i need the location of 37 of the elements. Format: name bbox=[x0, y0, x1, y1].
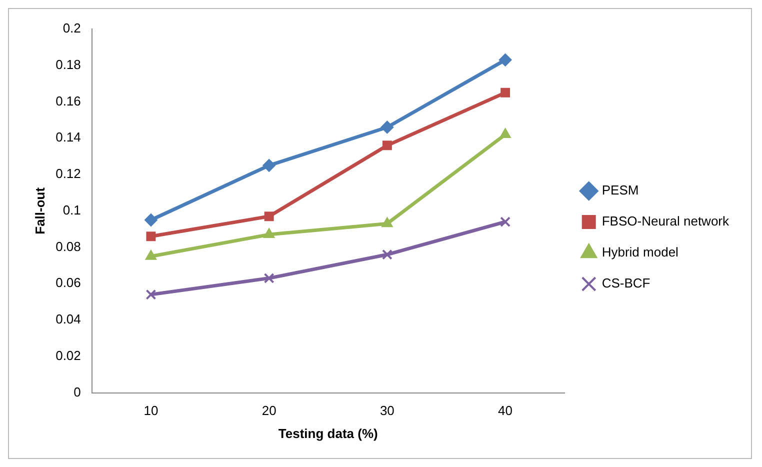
x-tick-label: 30 bbox=[380, 403, 394, 418]
point bbox=[500, 88, 510, 98]
point bbox=[380, 120, 394, 134]
y-tick-label: 0.06 bbox=[56, 275, 81, 290]
point bbox=[500, 216, 511, 228]
x-tick-label: 40 bbox=[498, 403, 513, 418]
legend-label: Hybrid model bbox=[602, 244, 679, 260]
y-tick-label: 0.08 bbox=[56, 238, 81, 254]
point bbox=[146, 232, 156, 242]
point bbox=[498, 53, 512, 66]
legend-label: PESM bbox=[602, 182, 639, 198]
y-tick-label: 0.12 bbox=[56, 166, 81, 182]
y-tick-label: 0.02 bbox=[56, 348, 81, 363]
y-tick-label: 0.1 bbox=[62, 202, 81, 218]
y-tick-label: 0.16 bbox=[56, 93, 81, 108]
point bbox=[263, 228, 275, 238]
y-tick-label: 0 bbox=[74, 384, 81, 400]
y-tick-label: 0.18 bbox=[56, 56, 81, 72]
legend-label: FBSO-Neural network bbox=[602, 214, 730, 229]
point bbox=[264, 212, 274, 222]
point bbox=[382, 249, 392, 260]
x-axis-title: Testing data (%) bbox=[278, 426, 378, 441]
point bbox=[381, 217, 393, 228]
y-tick-label: 0.04 bbox=[56, 312, 81, 327]
legend-label: CS-BCF bbox=[602, 276, 650, 291]
point bbox=[144, 213, 158, 226]
y-tick-label: 0.2 bbox=[62, 20, 81, 36]
x-tick-label: 20 bbox=[262, 403, 276, 418]
point bbox=[382, 140, 392, 150]
point bbox=[146, 289, 156, 300]
point bbox=[500, 128, 511, 138]
y-axis-title: Fall-out bbox=[32, 186, 48, 234]
point bbox=[145, 250, 157, 260]
point bbox=[262, 158, 276, 172]
y-tick-label: 0.14 bbox=[56, 130, 81, 145]
x-tick-label: 10 bbox=[144, 403, 158, 418]
point bbox=[264, 272, 274, 284]
